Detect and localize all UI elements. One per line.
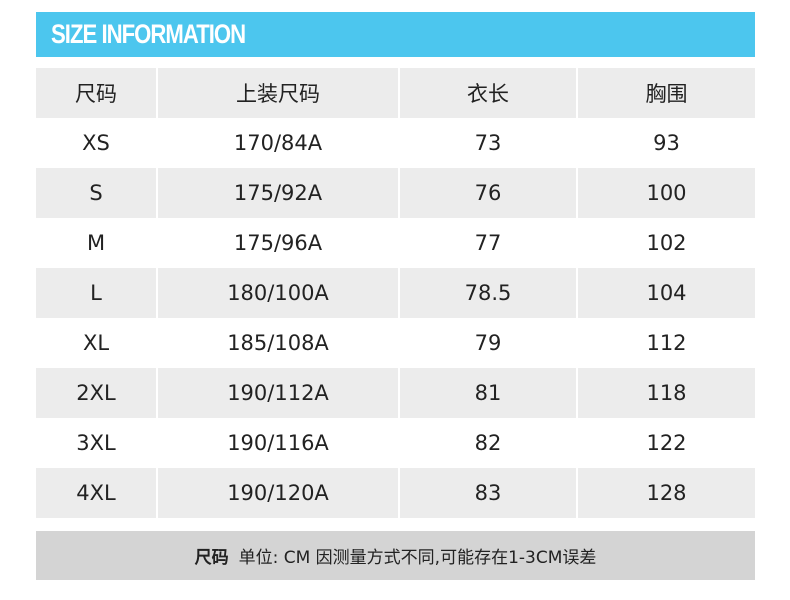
cell-chest: 102 [576,218,755,268]
cell-size: XS [82,131,110,155]
cell-length: 78.5 [398,268,577,318]
header-chest: 胸围 [576,68,755,118]
cell-top-size: 175/92A [156,168,399,218]
cell-size: 3XL [76,431,116,455]
cell-length: 77 [398,218,577,268]
header-length: 衣长 [398,68,577,118]
cell-size: XL [82,331,110,355]
cell-length: 76 [398,168,577,218]
banner-title: SIZE INFORMATION [51,19,246,49]
cell-chest: 100 [576,168,755,218]
header-top-size: 上装尺码 [156,68,399,118]
cell-length: 81 [398,368,577,418]
cell-length: 73 [398,118,577,168]
table-row: M 175/96A 77 102 [36,218,755,268]
cell-size: M [86,231,106,255]
cell-top-size: 180/100A [156,268,399,318]
cell-chest: 112 [576,318,755,368]
cell-top-size: 190/116A [156,418,399,468]
table-row: 3XL 190/116A 82 122 [36,418,755,468]
header-size: 尺码 [75,82,117,106]
cell-length: 83 [398,468,577,518]
cell-top-size: 170/84A [156,118,399,168]
note-text: 单位: CM 因测量方式不同,可能存在1-3CM误差 [238,548,597,568]
cell-chest: 118 [576,368,755,418]
cell-size: L [90,281,102,305]
cell-chest: 93 [576,118,755,168]
cell-length: 79 [398,318,577,368]
measurement-note: 尺码 单位: CM 因测量方式不同,可能存在1-3CM误差 [36,531,755,580]
table-row: 4XL 190/120A 83 128 [36,468,755,518]
table-row: XL 185/108A 79 112 [36,318,755,368]
cell-top-size: 185/108A [156,318,399,368]
table-row: 2XL 190/112A 81 118 [36,368,755,418]
cell-chest: 128 [576,468,755,518]
cell-top-size: 190/120A [156,468,399,518]
table-row: S 175/92A 76 100 [36,168,755,218]
size-table: 尺码 上装尺码 衣长 胸围 XS 170/84A 73 93 S 175/92A… [36,68,755,518]
cell-size: 2XL [76,381,116,405]
cell-length: 82 [398,418,577,468]
cell-chest: 104 [576,268,755,318]
note-label: 尺码 [194,548,229,568]
cell-chest: 122 [576,418,755,468]
cell-size: S [89,181,103,205]
cell-top-size: 175/96A [156,218,399,268]
table-row: L 180/100A 78.5 104 [36,268,755,318]
table-row: XS 170/84A 73 93 [36,118,755,168]
cell-size: 4XL [76,481,116,505]
table-header-row: 尺码 上装尺码 衣长 胸围 [36,68,755,118]
cell-top-size: 190/112A [156,368,399,418]
size-info-banner: SIZE INFORMATION [36,12,755,57]
